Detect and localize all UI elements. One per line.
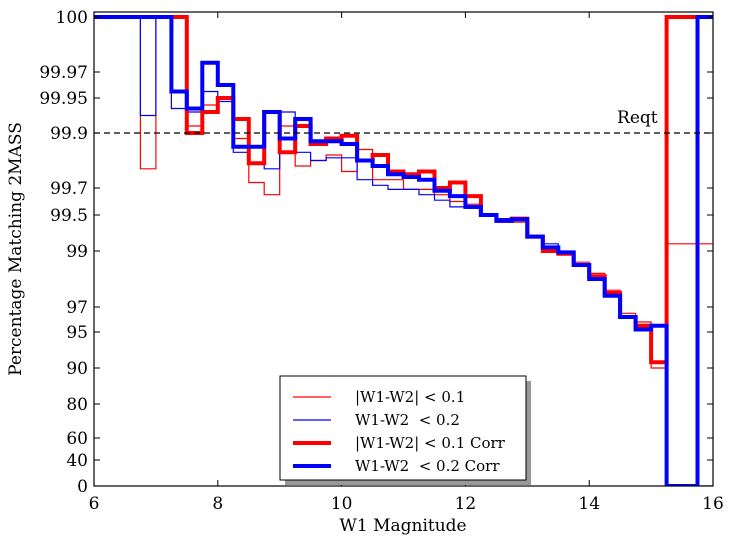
- y-tick-label: 80: [66, 395, 88, 415]
- y-axis-label: Percentage Matching 2MASS: [6, 122, 26, 376]
- y-tick-label: 97: [66, 298, 88, 318]
- x-tick-label: 6: [89, 494, 100, 514]
- plot-frame: [93, 11, 714, 487]
- legend-label: W1-W2 < 0.2 Corr: [355, 457, 500, 475]
- legend-label: W1-W2 < 0.2: [355, 411, 460, 429]
- legend-box: [279, 375, 527, 481]
- y-tick-label: 99.7: [50, 179, 88, 199]
- legend-label: |W1-W2| < 0.1 Corr: [355, 434, 506, 452]
- y-tick-label: 99.97: [39, 63, 88, 83]
- y-tick-label: 90: [66, 359, 88, 379]
- y-tick-label: 100: [56, 8, 88, 28]
- y-tick-label: 99.5: [50, 206, 88, 226]
- x-axis-label: W1 Magnitude: [339, 516, 466, 536]
- series-line-4: [94, 15, 713, 486]
- legend: |W1-W2| < 0.1 W1-W2 < 0.2 |W1-W2| < 0.1 Co…: [279, 375, 531, 485]
- x-tick-label: 16: [702, 494, 724, 514]
- x-tick-label: 10: [331, 494, 353, 514]
- y-tick-label: 0: [77, 477, 88, 497]
- y-tick-label: 95: [66, 323, 88, 343]
- x-tick-label: 14: [578, 494, 600, 514]
- x-tick-label: 8: [212, 494, 223, 514]
- series-layer: [94, 15, 713, 486]
- y-tick-label: 60: [66, 429, 88, 449]
- y-tick-label: 99.95: [39, 89, 88, 109]
- y-tick-label: 99: [66, 242, 88, 262]
- x-axis: 6 8 10 12 14 16: [89, 12, 724, 514]
- reference-label: Reqt: [617, 108, 658, 128]
- legend-label: |W1-W2| < 0.1: [355, 388, 465, 406]
- y-tick-label: 99.9: [50, 124, 88, 144]
- x-tick-label: 12: [455, 494, 477, 514]
- y-tick-label: 40: [66, 451, 88, 471]
